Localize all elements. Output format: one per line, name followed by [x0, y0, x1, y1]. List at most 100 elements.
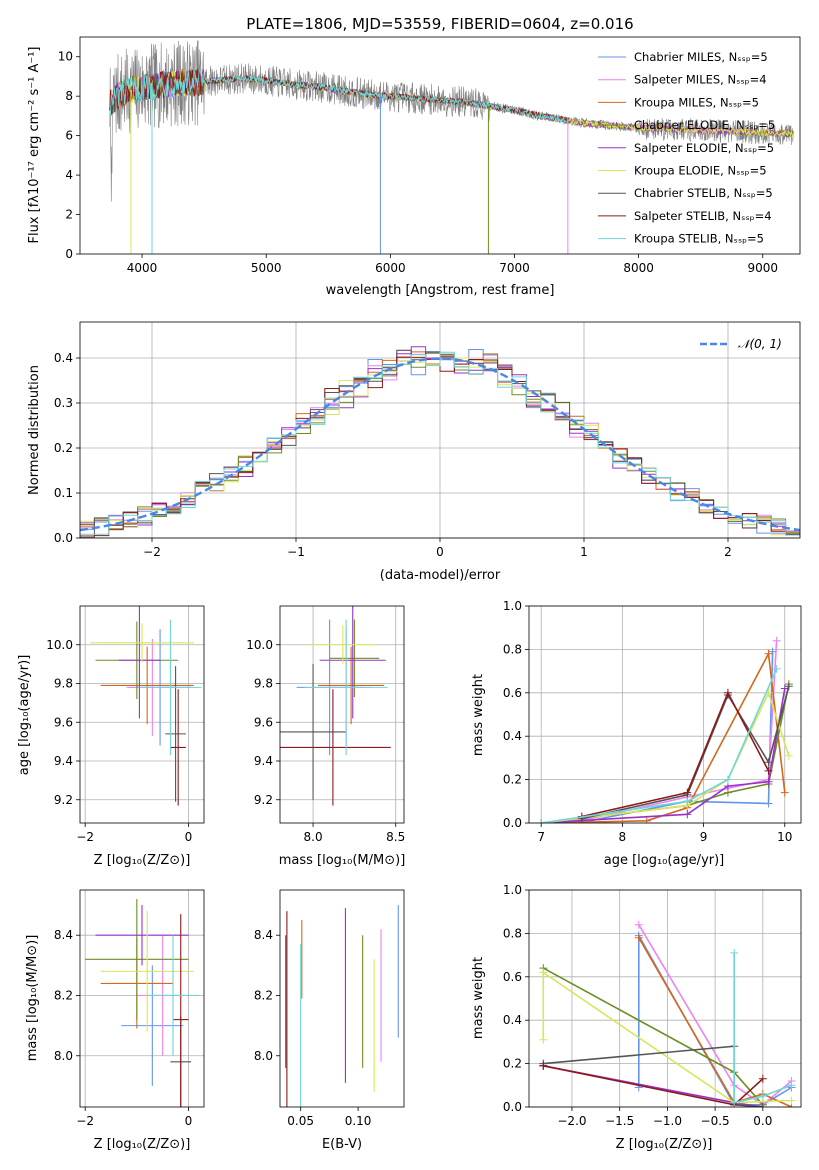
weight-marker [683, 797, 692, 806]
y-tick-label: 2 [65, 208, 73, 222]
axes: 4000 5000 6000 7000 8000 9000 0 2 4 6 8 10 [58, 36, 801, 275]
x-tick-label: −0.5 [701, 1114, 730, 1128]
weight-series-line-1 [541, 640, 778, 823]
x-tick-label: 0 [185, 1114, 193, 1128]
x-tick-label: 9000 [747, 261, 778, 275]
axes-frame [79, 36, 801, 255]
weight-marker [758, 1103, 767, 1107]
x-tick-label: 0 [436, 545, 444, 559]
y-tick-label: 9.6 [254, 715, 273, 729]
axes-frame [79, 321, 801, 539]
y-tick-label: 0.0 [54, 531, 73, 545]
y-tick-label: 8.4 [254, 928, 273, 942]
x-tick-label: −2 [76, 1114, 94, 1128]
plot-area [539, 920, 796, 1107]
x-tick-label: 9 [700, 830, 708, 844]
plot-area [285, 905, 399, 1107]
x-tick-label: 0.05 [287, 1114, 314, 1128]
legend-entry: Salpeter ELODIE, Nₛₛₚ=5 [634, 141, 774, 155]
y-tick-label: 0.2 [54, 441, 73, 455]
legend-entry: Salpeter MILES, Nₛₛₚ=4 [634, 73, 767, 87]
legend-entry: Kroupa STELIB, Nₛₛₚ=5 [634, 232, 764, 246]
grid-lines [529, 605, 801, 824]
grid-lines [80, 606, 204, 823]
weight-marker [758, 1092, 767, 1101]
y-tick-label: 0.4 [503, 729, 522, 743]
y-tick-label: 0.0 [503, 1100, 522, 1114]
x-tick-label: 8 [619, 830, 627, 844]
weight-marker [787, 1081, 796, 1090]
residual-histogram-panel: −2 −1 0 1 2 0.0 0.1 0.2 0.3 0.4 𝒩(0, 1) [54, 321, 801, 559]
legend-entry: Salpeter STELIB, Nₛₛₚ=4 [634, 209, 772, 223]
weight-series-line-8 [541, 668, 778, 823]
x-tick-label: 0 [185, 830, 193, 844]
axes-frame [528, 889, 802, 1108]
z-mass-ylabel: mass [log₁₀(M/M⊙)] [25, 935, 40, 1062]
z-mass-panel: −2 0 8.0 8.2 8.4 [54, 889, 205, 1128]
legend-entry: 𝒩(0, 1) [738, 337, 782, 351]
y-tick-label: 6 [65, 129, 73, 143]
y-tick-label: 8.2 [254, 988, 273, 1002]
legend-entry: Kroupa ELODIE, Nₛₛₚ=5 [634, 164, 767, 178]
y-tick-label: 9.8 [54, 677, 73, 691]
weight-marker [537, 819, 546, 823]
legend-entry: Chabrier STELIB, Nₛₛₚ=5 [634, 186, 773, 200]
y-tick-label: 0.6 [503, 686, 522, 700]
weight-marker [539, 968, 548, 977]
y-tick-label: 8.0 [254, 1049, 273, 1063]
weight-marker [539, 1061, 548, 1070]
y-tick-label: 0.4 [54, 351, 73, 365]
age-weight-xlabel: age [log₁₀(age/yr)] [604, 853, 725, 868]
weight-series-line-8 [733, 952, 792, 1104]
y-tick-label: 0.3 [54, 396, 73, 410]
x-tick-label: 8000 [623, 261, 654, 275]
weight-marker [730, 1098, 739, 1107]
z-weight-panel: −2.0 −1.5 −1.0 −0.5 0.0 0.0 0.2 0.4 0.6 0.8 1.0 [503, 883, 802, 1128]
axes: −2 0 8.0 8.2 8.4 [54, 889, 205, 1128]
y-tick-label: 9.4 [54, 754, 73, 768]
weight-marker [772, 636, 781, 645]
spectrum-ylabel: Flux [fλ10⁻¹⁷ erg cm⁻² s⁻¹ A⁻¹] [27, 47, 42, 244]
x-tick-label: 1 [580, 545, 588, 559]
y-tick-label: 9.4 [254, 754, 273, 768]
residual-xlabel: (data-model)/error [380, 568, 501, 583]
y-tick-label: 10.0 [246, 638, 273, 652]
spectrum-title: PLATE=1806, MJD=53559, FIBERID=0604, z=0… [246, 15, 633, 33]
weight-marker [730, 948, 739, 957]
plot-area [537, 636, 793, 823]
mass-age-panel: 8.0 8.5 9.2 9.4 9.6 9.8 10.0 [246, 605, 405, 844]
y-tick-label: 8.2 [54, 988, 73, 1002]
model-spectrum-line-8 [109, 67, 569, 124]
spectrum-panel: 4000 5000 6000 7000 8000 9000 0 2 4 6 8 10 Chabrier … [58, 36, 801, 275]
x-tick-label: 0.10 [345, 1114, 372, 1128]
x-tick-label: 5000 [251, 261, 282, 275]
y-tick-label: 9.8 [254, 677, 273, 691]
z-age-ylabel: age [log₁₀(age/yr)] [17, 655, 32, 776]
y-tick-label: 0.4 [503, 1013, 522, 1027]
axes: 7 8 9 10 0.0 0.2 0.4 0.6 0.8 1.0 [503, 599, 802, 844]
x-tick-label: 10 [777, 830, 792, 844]
y-tick-label: 10.0 [46, 638, 73, 652]
axes: 0.05 0.10 8.0 8.2 8.4 [254, 889, 405, 1128]
y-tick-label: 0.2 [503, 1057, 522, 1071]
observed-spectrum-line [109, 40, 794, 202]
axes-frame [279, 889, 405, 1108]
mass-age-xlabel: mass [log₁₀(M/M⊙)] [279, 853, 406, 868]
weight-marker [764, 649, 773, 658]
y-tick-label: 0.1 [54, 486, 73, 500]
plot-area [80, 346, 800, 538]
spectrum-xlabel: wavelength [Angstrom, rest frame] [326, 283, 555, 298]
weight-series-line-3 [542, 967, 764, 1106]
weight-marker [764, 766, 773, 775]
z-weight-xlabel: Z [log₁₀(Z/Z⊙)] [616, 1137, 713, 1152]
y-tick-label: 8.4 [54, 928, 73, 942]
weight-marker [764, 758, 773, 767]
weight-marker [634, 920, 643, 929]
axes-frame [279, 605, 405, 824]
x-tick-label: 6000 [375, 261, 406, 275]
axes-frame [79, 605, 205, 824]
z-age-xlabel: Z [log₁₀(Z/Z⊙)] [94, 853, 191, 868]
x-tick-label: 8.5 [386, 830, 405, 844]
x-tick-label: 0.0 [753, 1114, 772, 1128]
